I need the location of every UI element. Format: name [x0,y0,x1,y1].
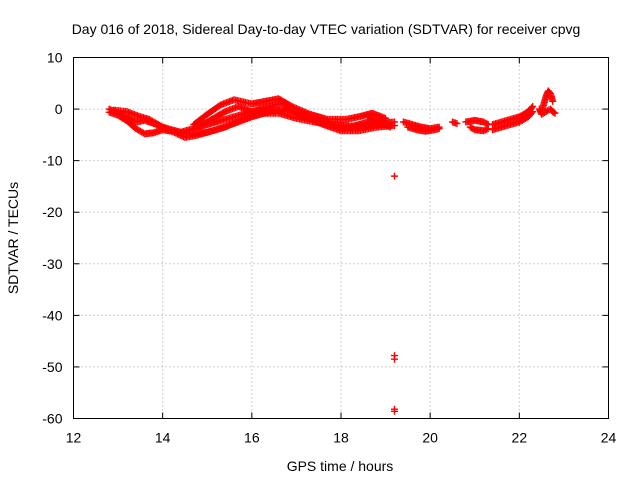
data-point [551,109,559,117]
data-series-sdtvar [105,87,559,415]
data-point [385,122,393,130]
x-tick-label: 18 [333,430,349,446]
y-tick-label: -10 [42,153,62,169]
x-tick-label: 16 [244,430,260,446]
x-tick-label: 12 [66,430,82,446]
y-tick-label: -60 [42,411,62,427]
axis-ticks: 12 14 16 18 20 22 24 10 0 -10 -20 -30 -40 -50 -60 [42,50,616,446]
data-point [391,122,398,130]
data-point [550,108,558,116]
y-tick-label: 10 [47,50,63,66]
chart-title: Day 016 of 2018, Sidereal Day-to-day VTE… [72,21,581,37]
data-point [435,125,443,133]
y-tick-label: -50 [42,359,62,375]
data-point [391,172,398,180]
y-tick-label: 0 [55,101,63,117]
data-point [528,109,536,117]
y-tick-label: -40 [42,307,62,323]
x-axis-label: GPS time / hours [287,458,394,474]
data-point [549,97,557,105]
data-point [386,123,394,131]
data-point [484,125,492,133]
x-tick-label: 14 [155,430,171,446]
data-point [391,355,398,363]
data-point [529,108,537,116]
x-tick-label: 22 [512,430,528,446]
data-point [453,120,461,128]
y-tick-label: -30 [42,256,62,272]
data-point [391,407,398,415]
x-tick-label: 20 [422,430,438,446]
y-tick-label: -20 [42,204,62,220]
x-tick-label: 24 [601,430,617,446]
y-axis-label: SDTVAR / TECUs [5,182,21,294]
